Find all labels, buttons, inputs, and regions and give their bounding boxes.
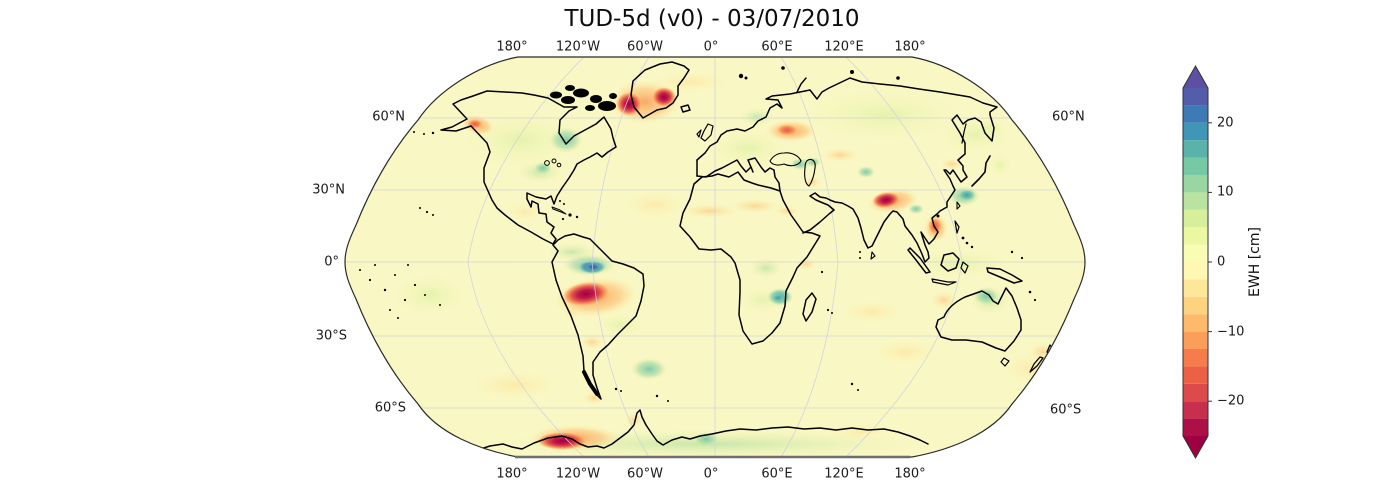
colorbar-tick-minus20: −20: [1217, 393, 1245, 409]
coastline-black-sea: [769, 152, 802, 167]
lat-label-right-60n: 60°N: [1052, 109, 1085, 125]
lon-label-top-120e: 120°E: [824, 39, 864, 55]
lat-label-left-30s: 30°S: [315, 328, 347, 344]
coastline-mediterranean-north: [696, 157, 781, 192]
lon-label-bottom-180e: 180°: [894, 466, 926, 482]
lon-label-top-180w: 180°: [496, 39, 528, 55]
coastline-africa: [679, 171, 821, 345]
great-lakes: [544, 158, 562, 168]
lat-label-left-60n: 60°N: [372, 109, 405, 125]
coastline-europe-asia: [696, 77, 998, 263]
lon-label-bottom-120e: 120°E: [824, 466, 864, 482]
coastline-java: [931, 278, 957, 286]
coastline-britain: [700, 123, 714, 142]
colorbar: [1182, 64, 1212, 460]
coastline-sri-lanka: [870, 251, 876, 260]
colorbar-arrow-over: [1183, 66, 1208, 88]
colorbar-label: EWH [cm]: [1247, 227, 1263, 297]
coastline-greenland: [630, 61, 690, 119]
lat-label-right-60s: 60°S: [1050, 402, 1082, 418]
lon-label-bottom-60w: 60°W: [627, 466, 663, 482]
coastline-ireland: [696, 129, 702, 138]
colorbar-outline: [1182, 64, 1209, 460]
lon-label-top-120w: 120°W: [555, 39, 601, 55]
colorbar-tick-0: 0: [1217, 254, 1226, 270]
anomaly-hudson-bay-positive: [549, 127, 583, 153]
coastline-australia: [935, 287, 1022, 352]
lon-label-bottom-120w: 120°W: [555, 466, 601, 482]
lon-label-top-0: 0°: [703, 39, 719, 55]
coastline-borneo: [940, 252, 960, 272]
coastline-tasmania: [1000, 357, 1010, 367]
coastline-iceland: [680, 104, 691, 113]
lon-label-top-60w: 60°W: [627, 39, 663, 55]
coastline-sulawesi: [960, 261, 969, 274]
colorbar-tickmarks: [1208, 122, 1212, 402]
lon-label-top-180e: 180°: [894, 39, 926, 55]
anomaly-south-amazon-negative: [562, 281, 610, 307]
colorbar-arrow-under: [1183, 436, 1208, 458]
plot-title: TUD-5d (v0) - 03/07/2010: [564, 6, 860, 32]
coastline-antarctica: [473, 409, 929, 452]
colorbar-tick-minus10: −10: [1217, 324, 1245, 340]
lat-label-left-30n: 30°N: [312, 182, 345, 198]
small-islands: [359, 131, 1037, 402]
coastline-caspian-sea: [804, 158, 816, 187]
coastline-philippines: [954, 220, 960, 234]
map-boundary: [344, 56, 1086, 458]
coastlines: [359, 61, 1056, 452]
coastline-south-america: [551, 233, 645, 400]
coastline-sumatra: [907, 247, 931, 274]
coastline-north-america: [440, 90, 617, 245]
coastline-novaya-zemlya: [796, 77, 807, 93]
colorbar-tick-10: 10: [1217, 184, 1234, 200]
coastline-japan: [971, 155, 991, 187]
anomaly-west-antarctica-negative: [537, 432, 587, 450]
lon-label-bottom-180w: 180°: [496, 466, 528, 482]
colorbar-tick-20: 20: [1217, 115, 1234, 131]
coastline-taiwan: [956, 201, 961, 210]
coastline-new-guinea: [986, 267, 1023, 284]
patagonia-icefield: [582, 370, 599, 396]
lon-label-top-60e: 60°E: [761, 39, 793, 55]
lon-label-bottom-0: 0°: [703, 466, 719, 482]
arctic-islands: [550, 66, 900, 111]
coastline-sakhalin: [961, 123, 967, 144]
lat-label-left-0: 0°: [324, 254, 339, 270]
coastline-madagascar: [802, 292, 817, 322]
anomaly-sahel-negative: [682, 204, 738, 218]
lat-label-left-60s: 60°S: [374, 400, 406, 416]
graticule: [345, 57, 1085, 457]
lon-label-bottom-60e: 60°E: [761, 466, 793, 482]
